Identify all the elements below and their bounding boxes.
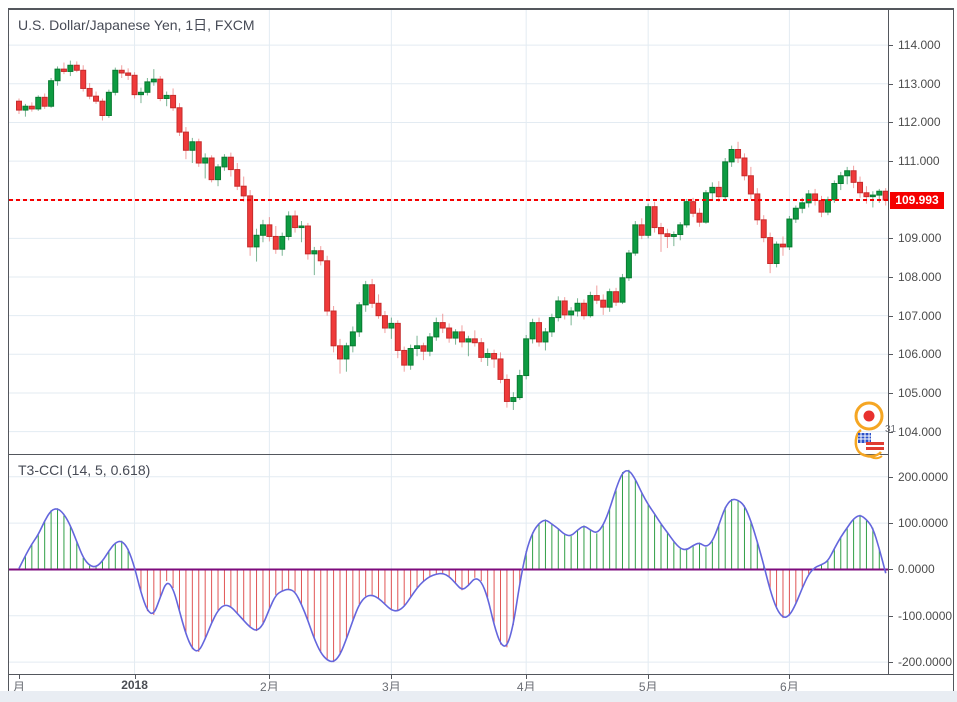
axis-tick xyxy=(889,662,893,664)
chart-widget: U.S. Dollar/Japanese Yen, 1日, FXCM T3-CC… xyxy=(8,8,954,694)
axis-tick xyxy=(889,238,893,240)
time-tick xyxy=(789,675,791,679)
axis-label: 100.0000 xyxy=(898,516,949,531)
time-tick xyxy=(134,675,136,679)
axis-label: 113.000 xyxy=(898,76,941,91)
indicator-legend[interactable]: T3-CCI (14, 5, 0.618) xyxy=(18,462,151,478)
time-tick xyxy=(648,675,650,679)
axis-tick xyxy=(889,476,893,478)
watermark-icons[interactable]: 31 xyxy=(851,400,903,460)
axis-label: 114.000 xyxy=(898,38,941,53)
axis-label: 112.000 xyxy=(898,115,941,130)
time-tick xyxy=(269,675,271,679)
axis-label: 105.000 xyxy=(898,385,942,400)
last-price-badge: 109.993 xyxy=(890,192,944,209)
axis-tick xyxy=(889,45,893,47)
axis-label: -200.0000 xyxy=(898,655,953,670)
time-label: 2018 xyxy=(121,678,148,692)
candles-layer xyxy=(16,60,888,410)
axis-label: 106.000 xyxy=(898,347,942,362)
axis-tick xyxy=(889,431,893,433)
indicator-pane[interactable] xyxy=(9,454,953,674)
cci-line xyxy=(18,469,887,663)
axis-tick xyxy=(889,615,893,617)
time-label: 2月 xyxy=(260,680,279,694)
watermark-badge: 31 xyxy=(885,424,897,435)
cci-histogram-layer xyxy=(18,469,887,663)
axis-label: 104.000 xyxy=(898,424,942,439)
axis-tick xyxy=(889,354,893,356)
axis-tick xyxy=(889,315,893,317)
axis-tick xyxy=(889,569,893,571)
indicator-canvas[interactable] xyxy=(9,455,888,674)
axis-label: -100.0000 xyxy=(898,608,953,623)
axis-label: 111.000 xyxy=(898,154,940,169)
time-label: 5月 xyxy=(638,680,658,694)
axis-tick xyxy=(889,277,893,279)
axis-label: 109.000 xyxy=(898,231,942,246)
time-tick xyxy=(526,675,528,679)
candlestick-canvas[interactable] xyxy=(9,10,888,454)
time-label: 3月 xyxy=(382,680,401,694)
time-label: 6月 xyxy=(780,680,799,694)
page-margin-bottom xyxy=(0,691,957,702)
axis-tick xyxy=(889,392,893,394)
axis-tick xyxy=(889,523,893,525)
time-axis[interactable]: 月 2018 2月 3月 4月 5月 6月 xyxy=(9,674,953,694)
axis-label: 108.000 xyxy=(898,270,942,285)
price-axis[interactable]: 109.993 114.000 113.000 112.000 111.000 109.… xyxy=(888,10,953,692)
time-label: 4月 xyxy=(516,680,536,694)
symbol-legend[interactable]: U.S. Dollar/Japanese Yen, 1日, FXCM xyxy=(18,17,255,33)
axis-tick xyxy=(889,161,893,163)
axis-tick xyxy=(889,122,893,124)
price-pane[interactable] xyxy=(9,10,888,454)
axis-tick xyxy=(889,83,893,85)
time-tick xyxy=(19,675,20,679)
flag-icon xyxy=(854,428,884,460)
watermark-graphic: 31 xyxy=(854,401,897,460)
axis-label: 107.000 xyxy=(898,308,942,323)
axis-label: 0.0000 xyxy=(898,562,935,577)
time-tick xyxy=(391,675,393,679)
axis-label: 200.0000 xyxy=(898,469,949,484)
time-label: 月 xyxy=(12,680,26,694)
